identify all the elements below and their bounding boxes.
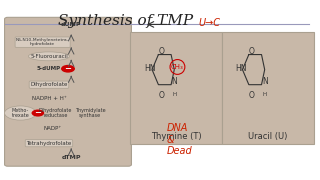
Ellipse shape — [28, 52, 69, 61]
Text: Thymine (T): Thymine (T) — [150, 132, 201, 141]
Text: U→C: U→C — [198, 18, 220, 28]
Text: −: − — [34, 109, 41, 118]
Text: N5,N10-Methylenetetra-
hydrofolate: N5,N10-Methylenetetra- hydrofolate — [16, 38, 69, 46]
Text: H: H — [263, 92, 267, 97]
Text: 5-Fluorouracil: 5-Fluorouracil — [30, 54, 68, 59]
FancyBboxPatch shape — [4, 17, 132, 166]
Text: HN: HN — [145, 64, 156, 73]
Text: Metho-
trexate: Metho- trexate — [12, 108, 29, 118]
Text: H: H — [172, 92, 176, 97]
Text: O: O — [159, 91, 164, 100]
Text: NADPH + H⁺: NADPH + H⁺ — [32, 96, 66, 101]
Text: Uracil (U): Uracil (U) — [248, 132, 288, 141]
Text: 5-dUMP: 5-dUMP — [37, 66, 61, 71]
Text: O: O — [249, 91, 255, 100]
Text: Tetrahydrofolate: Tetrahydrofolate — [26, 141, 72, 146]
Text: NADP⁺: NADP⁺ — [43, 127, 61, 131]
Text: DNA
&
Dead: DNA & Dead — [166, 123, 192, 156]
FancyBboxPatch shape — [130, 32, 222, 144]
Text: O: O — [249, 46, 255, 55]
Text: N: N — [262, 77, 268, 86]
Circle shape — [32, 109, 44, 117]
Text: −: − — [65, 64, 71, 73]
Text: dTMP: dTMP — [61, 155, 81, 160]
Circle shape — [61, 65, 75, 73]
Text: O: O — [159, 46, 164, 55]
FancyBboxPatch shape — [222, 32, 314, 144]
Text: N: N — [172, 77, 177, 86]
Text: Dihydrofolate
reductase: Dihydrofolate reductase — [39, 108, 72, 118]
Text: dUMP: dUMP — [61, 22, 81, 27]
Ellipse shape — [4, 106, 36, 120]
Text: Dihydrofolate: Dihydrofolate — [30, 82, 68, 87]
Text: Thymidylate
synthase: Thymidylate synthase — [75, 108, 106, 118]
Text: CH₃: CH₃ — [171, 64, 184, 70]
Text: Synthesis of TMP: Synthesis of TMP — [59, 14, 194, 28]
Text: HN: HN — [235, 64, 247, 73]
